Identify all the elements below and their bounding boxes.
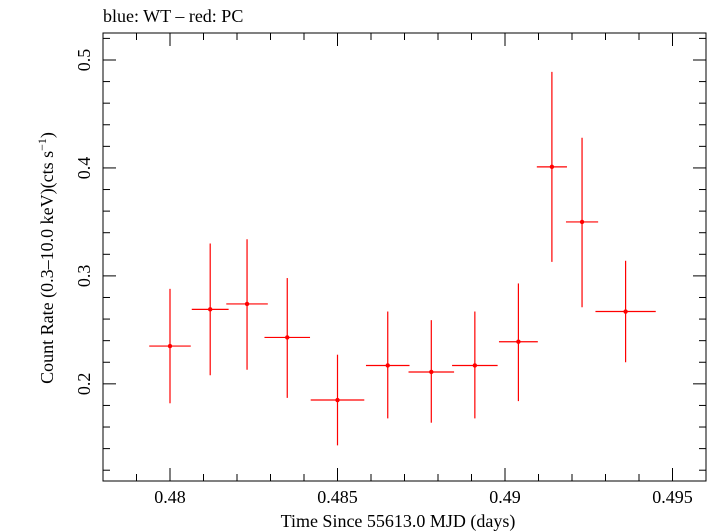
y-tick-label: 0.3 xyxy=(74,265,94,288)
x-axis-tick-labels: 0.48 0.485 0.49 0.495 xyxy=(154,487,693,507)
x-tick-label: 0.48 xyxy=(154,487,186,507)
point-marker xyxy=(167,343,173,349)
plot-frame xyxy=(102,32,707,482)
point-marker xyxy=(244,301,250,307)
y-tick-label: 0.2 xyxy=(74,373,94,396)
x-tick-label: 0.485 xyxy=(317,487,358,507)
point-marker xyxy=(385,363,390,368)
x-tick-label: 0.495 xyxy=(652,487,693,507)
data-point xyxy=(310,354,365,446)
data-series-pc xyxy=(149,71,656,446)
data-point xyxy=(264,278,311,398)
point-marker xyxy=(335,397,340,403)
data-point xyxy=(408,320,455,423)
point-marker xyxy=(623,309,628,314)
data-point xyxy=(595,260,656,363)
x-axis-label: Time Since 55613.0 MJD (days) xyxy=(281,511,516,532)
point-marker xyxy=(472,363,478,368)
data-point xyxy=(536,71,567,262)
data-point xyxy=(565,137,599,308)
point-marker xyxy=(579,219,585,225)
y-axis-ticks xyxy=(103,37,706,471)
point-marker xyxy=(285,335,290,340)
y-tick-label: 0.4 xyxy=(74,157,94,180)
y-axis-label: Count Rate (0.3–10.0 keV)(cts s−1) xyxy=(35,132,58,384)
point-marker xyxy=(208,307,213,312)
x-axis-ticks xyxy=(102,33,707,481)
x-tick-label: 0.49 xyxy=(489,487,521,507)
data-point xyxy=(452,311,498,419)
chart-title: blue: WT – red: PC xyxy=(103,6,243,26)
data-point xyxy=(226,239,268,370)
y-axis-tick-labels: 0.2 0.3 0.4 0.5 xyxy=(74,49,94,395)
point-marker xyxy=(429,369,434,375)
data-point xyxy=(149,288,191,404)
data-point xyxy=(498,283,538,402)
data-point xyxy=(365,311,410,419)
point-marker xyxy=(516,339,521,344)
y-tick-label: 0.5 xyxy=(74,49,94,72)
data-point xyxy=(191,243,229,376)
point-marker xyxy=(549,164,555,170)
